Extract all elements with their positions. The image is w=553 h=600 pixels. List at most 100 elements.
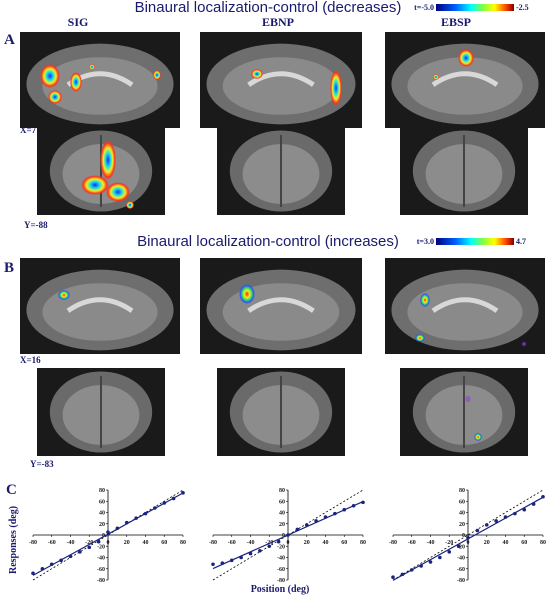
data-point <box>475 528 480 533</box>
column-header: SIG <box>68 15 89 29</box>
identity-line <box>32 489 184 581</box>
activation <box>415 334 425 342</box>
x-tick-label: 40 <box>323 540 329 546</box>
x-tick-label: 0 <box>107 540 110 546</box>
data-point <box>314 519 318 523</box>
panel-label: A <box>4 32 15 48</box>
data-point <box>484 523 489 527</box>
data-point <box>456 544 461 549</box>
brain-tissue <box>42 283 158 341</box>
fit-line <box>32 492 184 576</box>
data-point <box>438 555 442 560</box>
coordinate: X=7 <box>20 125 37 135</box>
y-tick-label: 20 <box>279 522 285 528</box>
data-point <box>171 496 176 501</box>
activation <box>521 341 527 347</box>
coordinate: X=16 <box>20 355 41 365</box>
data-point <box>428 560 433 564</box>
data-point <box>447 550 452 554</box>
data-point <box>391 575 395 579</box>
data-point <box>531 502 536 506</box>
y-tick-label: 80 <box>279 488 285 494</box>
x-tick-label: -40 <box>427 540 435 546</box>
activation <box>458 49 474 67</box>
x-tick-label: 80 <box>540 540 546 546</box>
data-point <box>162 501 167 505</box>
data-point <box>513 511 517 516</box>
activation <box>420 293 430 307</box>
x-tick-label: -80 <box>29 540 37 546</box>
activation <box>251 69 263 79</box>
data-point <box>351 503 356 508</box>
activation <box>89 64 95 70</box>
column-header: EBSP <box>441 15 471 29</box>
colorbar <box>436 238 514 245</box>
y-tick-label: 0 <box>462 533 465 539</box>
y-tick-label: 40 <box>279 511 285 517</box>
y-tick-label: -20 <box>97 544 105 550</box>
data-point <box>258 548 262 553</box>
x-tick-label: 60 <box>521 540 527 546</box>
data-point <box>68 554 73 559</box>
activation <box>100 140 116 180</box>
y-tick-label: 60 <box>279 499 285 505</box>
panel-label: C <box>6 482 17 498</box>
y-tick-label: 40 <box>459 511 465 517</box>
colorbar-min: t=3.0 <box>417 237 434 246</box>
corpus-callosum <box>431 71 499 87</box>
corpus-callosum <box>247 297 315 313</box>
activation <box>153 70 161 80</box>
x-tick-label: 60 <box>341 540 347 546</box>
x-tick-label: 40 <box>503 540 509 546</box>
data-point <box>248 551 253 556</box>
y-tick-label: -60 <box>457 567 465 573</box>
brain-tissue <box>222 57 340 115</box>
data-point <box>333 511 337 516</box>
y-tick-label: -80 <box>457 578 465 584</box>
x-tick-label: 40 <box>143 540 149 546</box>
y-tick-label: 60 <box>459 499 465 505</box>
data-point <box>31 571 35 576</box>
coordinate: Y=-88 <box>24 220 48 230</box>
y-tick-label: 80 <box>459 488 465 494</box>
data-point <box>229 558 234 563</box>
data-point <box>295 527 300 532</box>
identity-line <box>392 489 544 581</box>
data-point <box>541 494 545 499</box>
activation <box>58 290 70 300</box>
data-point <box>342 507 347 512</box>
column-header: EBNP <box>262 15 294 29</box>
y-tick-label: -20 <box>277 544 285 550</box>
y-tick-label: 20 <box>459 522 465 528</box>
data-point <box>267 544 272 549</box>
y-tick-label: -80 <box>97 578 105 584</box>
y-tick-label: 80 <box>99 488 105 494</box>
x-axis-label: Position (deg) <box>251 584 310 595</box>
data-point <box>124 520 129 525</box>
data-point <box>96 539 101 544</box>
corpus-callosum <box>247 71 315 87</box>
data-point <box>106 530 110 534</box>
corpus-callosum <box>431 297 499 313</box>
panel-label: B <box>4 260 14 276</box>
x-tick-label: 0 <box>467 540 470 546</box>
y-tick-label: 40 <box>99 511 105 517</box>
data-point <box>419 564 423 568</box>
colorbar-max: -2.5 <box>516 3 529 12</box>
y-tick-label: 60 <box>99 499 105 505</box>
brain-tissue <box>407 283 523 341</box>
activation <box>239 284 255 304</box>
x-tick-label: -80 <box>389 540 397 546</box>
data-point <box>115 526 120 531</box>
data-point <box>59 558 63 563</box>
x-tick-label: 80 <box>360 540 366 546</box>
data-point <box>40 566 45 571</box>
colorbar-max: 4.7 <box>516 237 526 246</box>
activation <box>40 64 60 88</box>
data-point <box>304 523 309 527</box>
data-point <box>78 550 82 554</box>
data-point <box>49 562 54 567</box>
y-tick-label: 0 <box>282 533 285 539</box>
data-point <box>400 572 405 577</box>
